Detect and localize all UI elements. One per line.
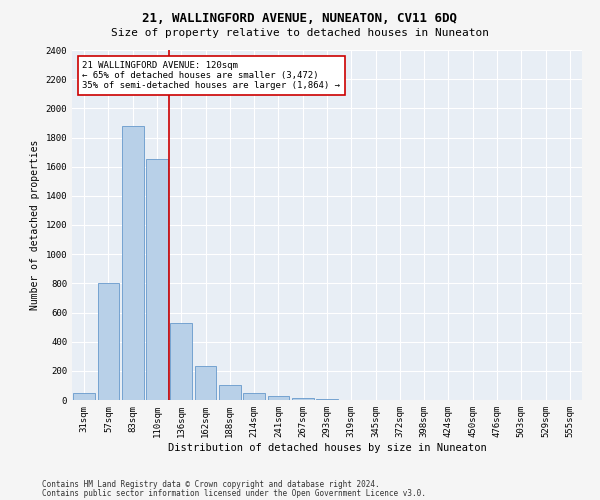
Text: Contains public sector information licensed under the Open Government Licence v3: Contains public sector information licen… <box>42 488 426 498</box>
Y-axis label: Number of detached properties: Number of detached properties <box>30 140 40 310</box>
Bar <box>97 284 119 400</box>
Bar <box>146 160 168 400</box>
Bar <box>292 398 314 400</box>
Bar <box>194 366 217 400</box>
Text: 21, WALLINGFORD AVENUE, NUNEATON, CV11 6DQ: 21, WALLINGFORD AVENUE, NUNEATON, CV11 6… <box>143 12 458 26</box>
Bar <box>73 392 95 400</box>
X-axis label: Distribution of detached houses by size in Nuneaton: Distribution of detached houses by size … <box>167 442 487 452</box>
Bar <box>122 126 143 400</box>
Bar <box>170 322 192 400</box>
Text: 21 WALLINGFORD AVENUE: 120sqm
← 65% of detached houses are smaller (3,472)
35% o: 21 WALLINGFORD AVENUE: 120sqm ← 65% of d… <box>82 60 340 90</box>
Text: Contains HM Land Registry data © Crown copyright and database right 2024.: Contains HM Land Registry data © Crown c… <box>42 480 380 489</box>
Text: Size of property relative to detached houses in Nuneaton: Size of property relative to detached ho… <box>111 28 489 38</box>
Bar <box>219 386 241 400</box>
Bar <box>316 398 338 400</box>
Bar <box>268 396 289 400</box>
Bar <box>243 392 265 400</box>
